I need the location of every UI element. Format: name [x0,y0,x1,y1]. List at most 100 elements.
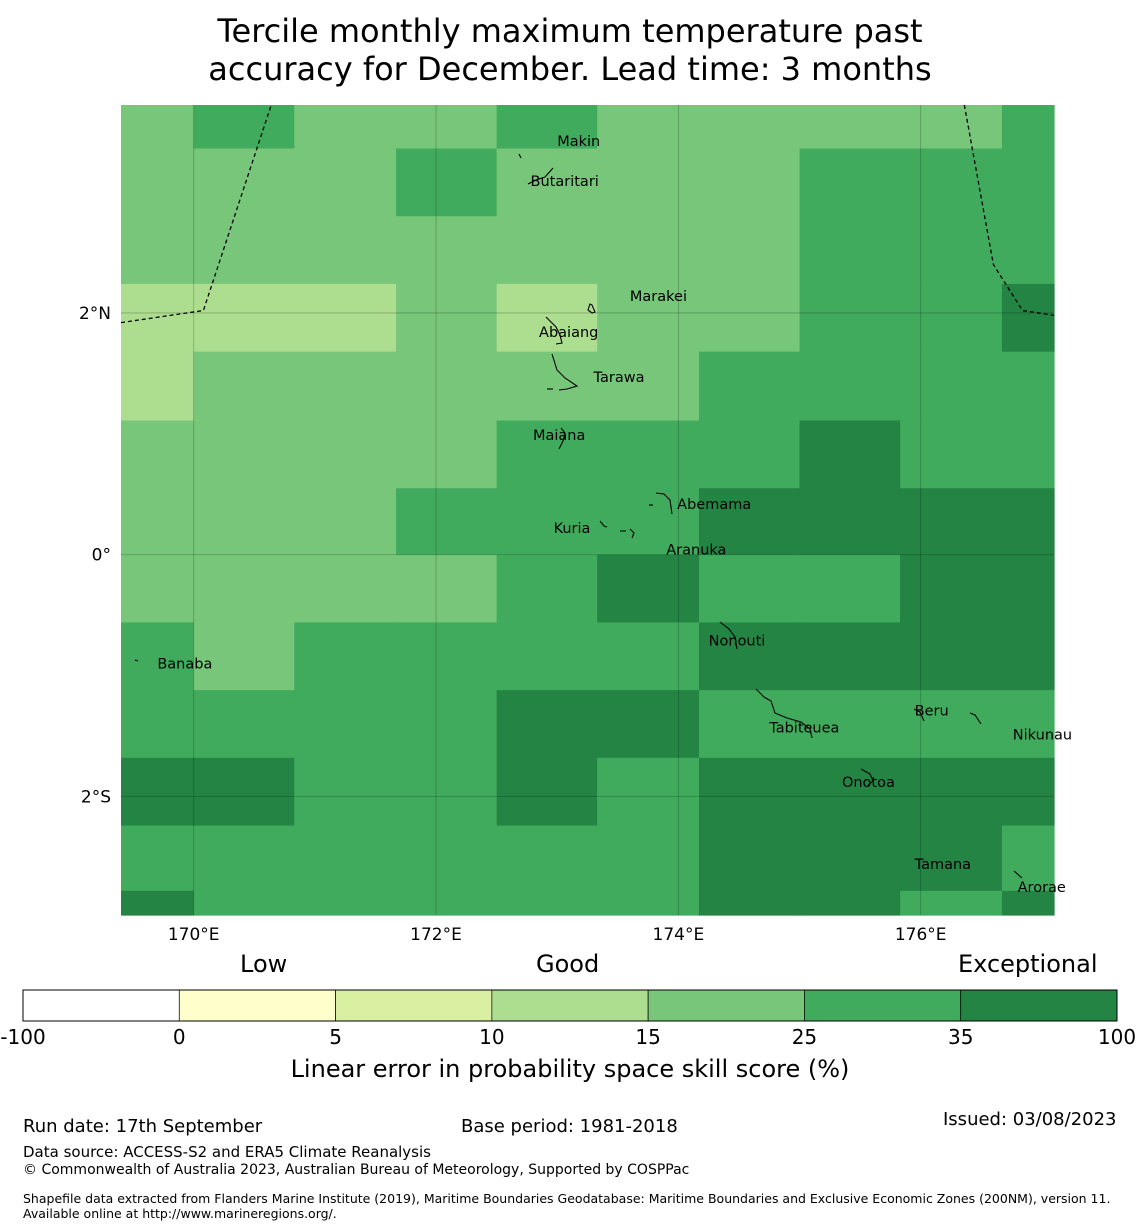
skill-cell [597,283,700,353]
place-label: Abaiang [539,325,598,341]
place-label: Tamana [914,857,971,873]
skill-cell [799,216,901,285]
axis-tick-labels: 170°E 172°E 174°E 176°E 2°N 0° 2°S [79,304,947,945]
skill-cell [597,890,700,916]
beru-outline [913,708,925,722]
nikunau-outline [969,712,982,725]
lat-tick-label: 2°S [81,788,111,808]
skill-cell [121,622,195,691]
skill-cell [1001,622,1055,691]
skill-grid [121,105,1055,916]
skill-cell [193,554,295,624]
legend-exceptional-label: Exceptional [958,950,1098,978]
place-label: Nonouti [709,633,766,649]
skill-cell [1001,216,1055,285]
skill-cell [496,148,598,217]
place-label: Marakei [630,289,687,305]
place-label: Tabiteuea [768,720,839,736]
colorbar-tick-label: 25 [791,1025,818,1049]
nonouti-outline [719,621,738,650]
skill-cell [121,690,195,759]
colorbar-frame [22,989,1118,1022]
skill-cell [900,420,1003,489]
colorbar-tick-label: 100 [1097,1025,1137,1049]
skill-cell [1001,488,1055,556]
aranuka-outline [620,528,635,539]
skill-cell [597,351,700,422]
skill-cell [396,622,498,691]
skill-cell [1001,757,1055,827]
place-label: Nikunau [1013,728,1072,744]
colorbar-tick-label: 15 [635,1025,661,1049]
skill-cell [1001,690,1055,759]
skill-cell [698,554,801,624]
shapefile-note: Shapefile data extracted from Flanders M… [23,1191,1111,1221]
skill-cell [698,283,801,353]
skill-cell [496,488,598,556]
skill-cell [496,690,598,759]
skill-cell [698,622,801,691]
skill-cell [1001,825,1055,892]
skill-cell [698,216,801,285]
skill-cell [496,757,598,827]
skill-cell [1001,283,1055,353]
skill-cell [121,216,195,285]
skill-cell [698,488,801,556]
skill-cell [121,420,195,489]
skill-cell [121,488,195,556]
skill-cell [799,622,901,691]
colorbar-tick-label: 5 [329,1025,342,1049]
colorbar-segment [491,989,649,1022]
skill-cell [294,690,397,759]
island-outlines [134,153,1023,879]
skill-cell [294,351,397,422]
issued-date: Issued: 03/08/2023 [943,1109,1117,1130]
skill-cell [799,690,901,759]
skill-cell [597,690,700,759]
copyright-notice: © Commonwealth of Australia 2023, Austra… [23,1162,690,1178]
colorbar-tick-label: 35 [947,1025,974,1049]
skill-cell [496,216,598,285]
colorbar-segment [335,989,493,1022]
skill-cell [193,283,295,353]
skill-cell [396,488,498,556]
skill-cell [1001,554,1055,624]
skill-cell [396,148,498,217]
skill-cell [496,890,598,916]
skill-cell [193,488,295,556]
skill-cell [396,690,498,759]
skill-cell [396,420,498,489]
skill-cell [496,420,598,489]
skill-cell [900,554,1003,624]
colorbar [22,989,1118,1022]
place-label: Kuria [554,521,591,537]
lon-tick-label: 172°E [410,925,462,945]
skill-cell [900,890,1003,916]
place-label: Banaba [157,656,212,672]
abemama-outline [655,492,673,515]
lat-tick-label: 2°N [79,304,111,324]
skill-cell [294,420,397,489]
skill-cell [294,825,397,892]
skill-cell [121,757,195,827]
skill-cell [294,148,397,217]
skill-cell [294,283,397,353]
colorbar-segment [804,989,962,1022]
skill-cell [396,105,498,150]
skill-cell [698,890,801,916]
kuria-outline [599,520,608,528]
legend-good-label: Good [536,950,600,978]
skill-cell [799,351,901,422]
skill-cell [294,757,397,827]
abaiang-outline [545,316,563,345]
skill-cell [698,351,801,422]
skill-cell [900,622,1003,691]
skill-cell [294,105,397,150]
skill-cell [597,420,700,489]
skill-cell [121,351,195,422]
skill-cell [496,105,598,150]
skill-cell [900,757,1003,827]
lat-tick-label: 0° [92,546,111,566]
skill-cell [193,351,295,422]
skill-cell [1001,420,1055,489]
